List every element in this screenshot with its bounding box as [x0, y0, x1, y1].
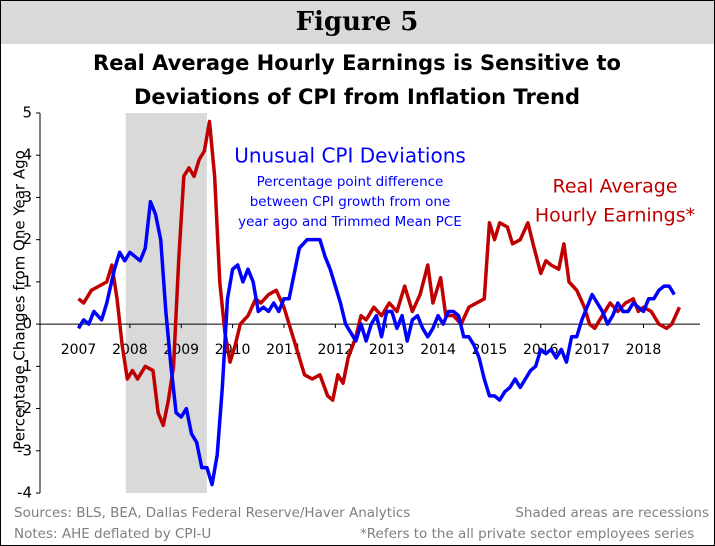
x-tick-label: 2012 — [318, 342, 354, 358]
annotation: Real Average — [552, 176, 677, 198]
x-tick-label: 2011 — [266, 342, 302, 358]
y-tick-label: -4 — [17, 484, 32, 502]
x-tick-label: 2008 — [112, 342, 148, 358]
y-tick-label: 1 — [22, 272, 32, 290]
y-tick-label: 3 — [22, 188, 32, 206]
chart-title: Real Average Hourly Earnings is Sensitiv… — [93, 51, 621, 75]
footer-text: *Refers to the all private sector employ… — [360, 526, 694, 542]
y-tick-label: -1 — [17, 357, 32, 375]
y-tick-label: 2 — [22, 230, 32, 248]
y-tick-label: -2 — [17, 399, 32, 417]
annotation: Unusual CPI Deviations — [234, 144, 466, 168]
footer-text: Shaded areas are recessions — [515, 505, 709, 521]
header-bar — [1, 1, 714, 44]
x-tick-label: 2017 — [574, 342, 610, 358]
annotation: between CPI growth from one — [250, 194, 451, 210]
chart-title: Deviations of CPI from Inflation Trend — [134, 85, 580, 109]
footer-text: Notes: AHE deflated by CPI-U — [14, 526, 211, 542]
footer-text: Sources: BLS, BEA, Dallas Federal Reserv… — [14, 505, 410, 521]
header: Figure 5 — [296, 7, 419, 37]
series-line — [77, 199, 676, 487]
y-tick-label: 0 — [22, 315, 32, 333]
x-tick-label: 2014 — [420, 342, 456, 358]
annotation: Hourly Earnings* — [535, 205, 695, 227]
annotation: Percentage point difference — [257, 174, 444, 190]
x-tick-label: 2013 — [369, 342, 405, 358]
y-tick-label: 4 — [22, 146, 32, 164]
y-tick-label: -3 — [17, 441, 32, 459]
y-axis-label: Percentage Changes from One Year Ago — [11, 150, 29, 450]
y-tick-label: 5 — [22, 104, 32, 122]
x-tick-label: 2007 — [61, 342, 97, 358]
x-tick-label: 2009 — [163, 342, 199, 358]
x-tick-label: 2015 — [472, 342, 508, 358]
annotation: year ago and Trimmed Mean PCE — [238, 214, 462, 230]
x-tick-label: 2018 — [626, 342, 662, 358]
